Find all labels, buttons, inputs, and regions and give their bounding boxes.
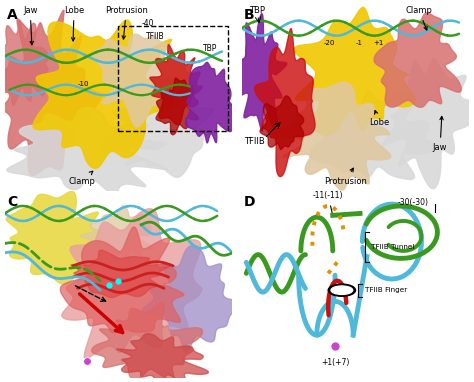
- Polygon shape: [101, 85, 214, 177]
- Text: TBP: TBP: [203, 44, 217, 53]
- Polygon shape: [33, 20, 177, 168]
- Text: Protrusion: Protrusion: [324, 168, 366, 186]
- Text: +1: +1: [374, 40, 384, 46]
- Text: Clamp: Clamp: [68, 171, 95, 186]
- Ellipse shape: [331, 286, 353, 295]
- Text: Protrusion: Protrusion: [105, 6, 148, 39]
- Polygon shape: [150, 45, 202, 125]
- Text: TFIIB Tunnel: TFIIB Tunnel: [372, 244, 415, 250]
- Text: D: D: [244, 195, 255, 209]
- Text: TFIIB Finger: TFIIB Finger: [365, 287, 407, 293]
- Text: Clamp: Clamp: [406, 6, 432, 30]
- Polygon shape: [6, 191, 114, 284]
- Polygon shape: [71, 250, 171, 298]
- Text: B: B: [244, 8, 255, 21]
- Polygon shape: [185, 62, 234, 143]
- Text: Jaw: Jaw: [433, 117, 447, 152]
- Polygon shape: [7, 107, 168, 196]
- Polygon shape: [62, 209, 202, 358]
- Text: +1(+7): +1(+7): [321, 358, 349, 367]
- Polygon shape: [255, 29, 315, 176]
- Text: Lobe: Lobe: [369, 110, 390, 128]
- Text: TFIIB: TFIIB: [146, 32, 164, 41]
- Polygon shape: [80, 206, 154, 266]
- Polygon shape: [142, 246, 236, 353]
- Text: -1: -1: [356, 40, 363, 46]
- Text: -11(-11): -11(-11): [313, 191, 344, 213]
- Polygon shape: [91, 302, 202, 380]
- Polygon shape: [0, 10, 104, 175]
- Polygon shape: [60, 227, 184, 332]
- Ellipse shape: [328, 284, 356, 296]
- Polygon shape: [117, 334, 209, 382]
- Text: -30(-30): -30(-30): [397, 199, 428, 207]
- Text: -20: -20: [324, 40, 335, 46]
- Polygon shape: [382, 58, 474, 189]
- Text: -10: -10: [78, 81, 89, 87]
- Text: C: C: [7, 195, 17, 209]
- Text: A: A: [7, 8, 18, 21]
- Polygon shape: [374, 13, 461, 107]
- Polygon shape: [272, 83, 391, 190]
- Polygon shape: [156, 78, 199, 135]
- Text: Jaw: Jaw: [23, 6, 37, 45]
- Text: TFIIB: TFIIB: [244, 137, 265, 146]
- Text: Lobe: Lobe: [64, 6, 84, 41]
- Polygon shape: [0, 20, 48, 105]
- Polygon shape: [294, 7, 415, 136]
- Polygon shape: [93, 34, 194, 127]
- Text: -40: -40: [141, 19, 154, 28]
- Text: TBP: TBP: [248, 6, 264, 15]
- Polygon shape: [310, 91, 435, 180]
- Polygon shape: [260, 96, 304, 149]
- Polygon shape: [234, 14, 287, 131]
